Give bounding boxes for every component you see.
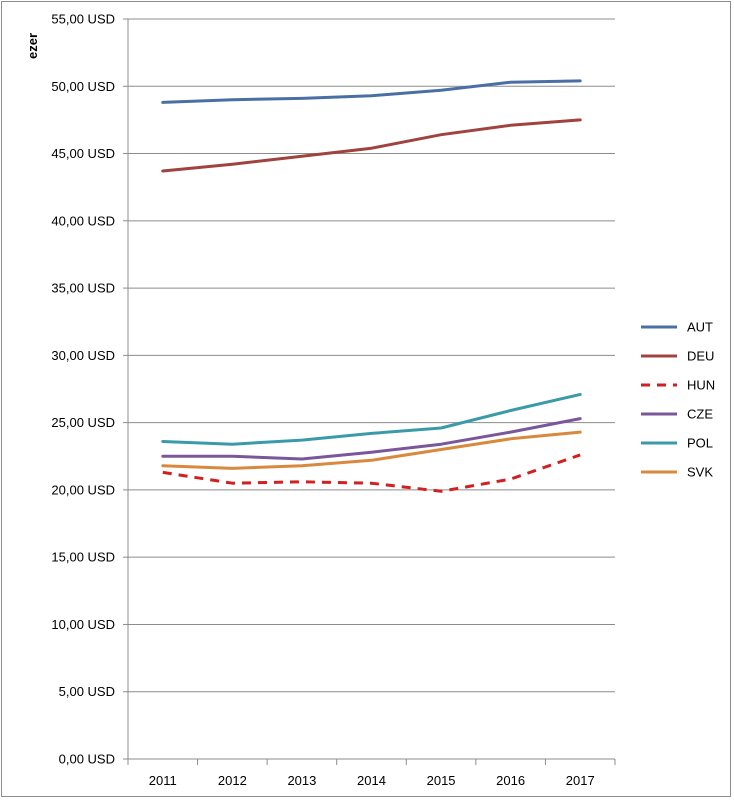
x-tick-label: 2015 — [427, 773, 456, 788]
y-tick-label: 5,00 USD — [59, 684, 115, 699]
x-tick-label: 2011 — [149, 773, 177, 788]
series-line-deu — [161, 118, 582, 173]
series-line-pol — [161, 392, 582, 446]
series-line-cze — [161, 417, 582, 461]
y-tick-label: 30,00 USD — [51, 348, 115, 363]
series-line-aut — [161, 79, 582, 104]
series-line-svk — [161, 430, 582, 470]
legend-label-deu: DEU — [687, 349, 714, 364]
gridlines — [128, 18, 615, 693]
y-tick-label: 45,00 USD — [51, 146, 115, 161]
x-tick-label: 2017 — [566, 773, 595, 788]
y-axis: 0,00 USD 5,00 USD 10,00 USD 15,00 USD 20,00 … — [51, 12, 129, 767]
y-tick-label: 0,00 USD — [59, 752, 115, 767]
x-tick-label: 2014 — [357, 773, 386, 788]
y-tick-label: 40,00 USD — [51, 213, 115, 228]
x-tick-label: 2012 — [218, 773, 247, 788]
y-tick-label: 50,00 USD — [51, 79, 115, 94]
series-lines — [161, 79, 582, 493]
series-line-hun — [162, 453, 581, 493]
legend: AUT DEU HUN CZE POL SVK — [641, 320, 715, 480]
y-tick-label: 55,00 USD — [51, 12, 115, 27]
legend-label-aut: AUT — [687, 320, 713, 335]
y-tick-label: 35,00 USD — [51, 281, 115, 296]
x-axis: 2011 2012 2013 2014 2015 2016 2017 — [127, 758, 616, 788]
legend-label-hun: HUN — [687, 378, 715, 393]
y-tick-label: 10,00 USD — [51, 617, 115, 632]
x-tick-label: 2013 — [287, 773, 316, 788]
x-tick-label: 2016 — [496, 773, 525, 788]
legend-label-cze: CZE — [687, 407, 713, 422]
legend-label-pol: POL — [687, 436, 713, 451]
y-tick-label: 20,00 USD — [51, 482, 115, 497]
y-axis-label: ezer — [25, 33, 40, 59]
legend-label-svk: SVK — [687, 465, 713, 480]
y-tick-label: 25,00 USD — [51, 415, 115, 430]
y-tick-label: 15,00 USD — [51, 550, 115, 565]
